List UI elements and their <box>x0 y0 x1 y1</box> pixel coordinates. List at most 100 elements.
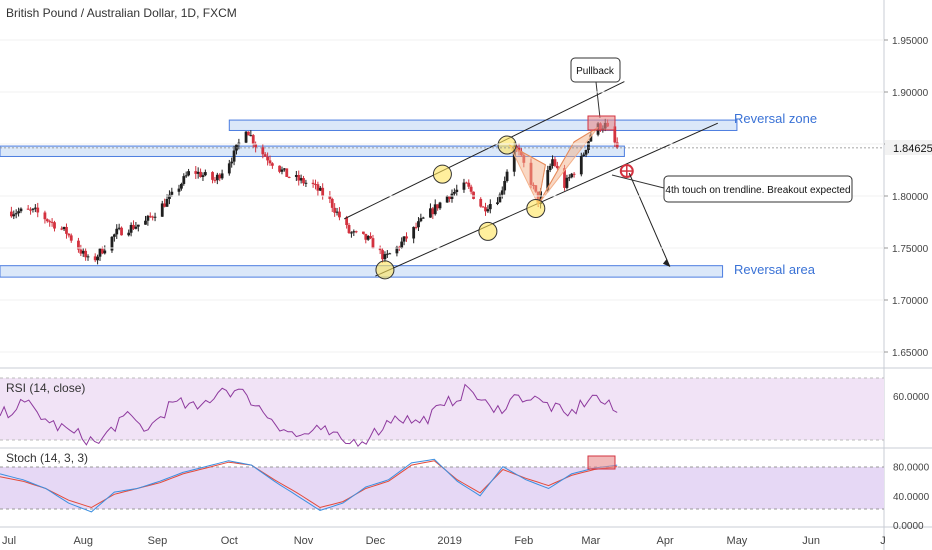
candle-body <box>218 174 222 179</box>
candle <box>551 155 554 169</box>
candle-body <box>127 232 131 236</box>
candle-body <box>402 236 406 242</box>
candle <box>496 197 499 206</box>
candle-body <box>548 165 552 171</box>
candle <box>36 202 40 218</box>
candle <box>29 207 32 215</box>
candle <box>338 207 341 221</box>
candle-body <box>321 187 325 196</box>
candle <box>280 166 284 175</box>
candle <box>180 182 183 191</box>
candle <box>60 226 64 231</box>
candle-body <box>45 219 49 222</box>
pullback-callout[interactable]: Pullback <box>570 57 621 83</box>
pullback-text: Pullback <box>576 66 615 77</box>
candle <box>254 141 258 153</box>
candle <box>469 184 473 195</box>
candle-body <box>266 156 270 161</box>
candle <box>297 170 301 186</box>
candle <box>431 206 435 220</box>
candle <box>321 183 325 200</box>
candle <box>378 245 382 255</box>
candle <box>572 172 576 178</box>
candle <box>45 218 49 223</box>
candle <box>481 205 485 208</box>
candle-body <box>438 202 442 209</box>
candle <box>187 168 190 177</box>
candle-body <box>93 256 97 261</box>
candle <box>472 191 475 200</box>
candle-body <box>488 204 492 210</box>
candle <box>452 188 456 196</box>
candle <box>464 181 468 184</box>
price-tick-label: 1.70000 <box>892 296 929 307</box>
candle-body <box>417 221 420 228</box>
candle-body <box>196 171 200 174</box>
candle <box>287 176 291 179</box>
candle <box>462 178 466 193</box>
candle-body <box>48 221 52 223</box>
candle-body <box>318 187 322 191</box>
candle <box>19 207 23 214</box>
candle-body <box>86 256 90 258</box>
candle-body <box>77 240 80 250</box>
projection-arrow-head <box>662 258 670 267</box>
candle-body <box>546 170 550 192</box>
candle <box>196 167 200 179</box>
candle-body <box>132 224 135 229</box>
time-axis-label: May <box>727 535 748 547</box>
stoch-label: Stoch (14, 3, 3) <box>6 451 88 465</box>
candle <box>388 252 392 255</box>
candle-body <box>378 248 382 251</box>
candle-body <box>254 143 258 148</box>
candle <box>215 172 219 185</box>
candle-body <box>14 213 18 215</box>
rsi-band <box>0 378 884 440</box>
candle-body <box>436 204 440 209</box>
candle-body <box>168 194 171 199</box>
candle <box>350 231 353 238</box>
candle-body <box>328 195 332 199</box>
candle <box>263 152 267 157</box>
candle-body <box>282 168 286 170</box>
candle-body <box>220 173 224 179</box>
candle <box>371 234 375 249</box>
candle <box>304 179 308 187</box>
candle-body <box>285 168 289 177</box>
candle <box>213 176 217 183</box>
candle <box>414 222 418 230</box>
candle <box>417 217 420 231</box>
channel-lower-line <box>375 122 718 277</box>
candle <box>93 253 97 263</box>
candle-body <box>280 169 284 172</box>
trendline-note-callout[interactable]: 4th touch on trendline. Breakout expecte… <box>663 175 853 203</box>
stoch-d-line <box>0 460 618 509</box>
candle <box>366 235 370 241</box>
candle <box>555 161 559 170</box>
candle-body <box>201 175 205 177</box>
candle <box>199 168 202 178</box>
candle-body <box>615 142 619 148</box>
candle-body <box>294 175 298 177</box>
candle-body <box>263 154 267 157</box>
candle-body <box>354 231 358 233</box>
reversal-area-label: Reversal area <box>734 262 816 277</box>
candle-body <box>515 146 519 148</box>
stoch-tick-label: 0.0000 <box>893 521 924 532</box>
candle <box>134 221 138 230</box>
candle-body <box>60 228 64 230</box>
candle <box>436 204 440 211</box>
candle <box>203 169 207 177</box>
candle <box>261 143 265 159</box>
candle-body <box>215 174 219 181</box>
candle-body <box>555 165 559 169</box>
candle-body <box>589 134 593 142</box>
candle-body <box>419 218 423 222</box>
candle-body <box>213 179 217 181</box>
stoch-pane: 80.0000 40.0000 0.0000 <box>0 455 930 532</box>
candle <box>500 186 504 199</box>
candle-body <box>512 146 516 172</box>
candle-body <box>98 248 102 257</box>
candle-body <box>383 254 387 260</box>
